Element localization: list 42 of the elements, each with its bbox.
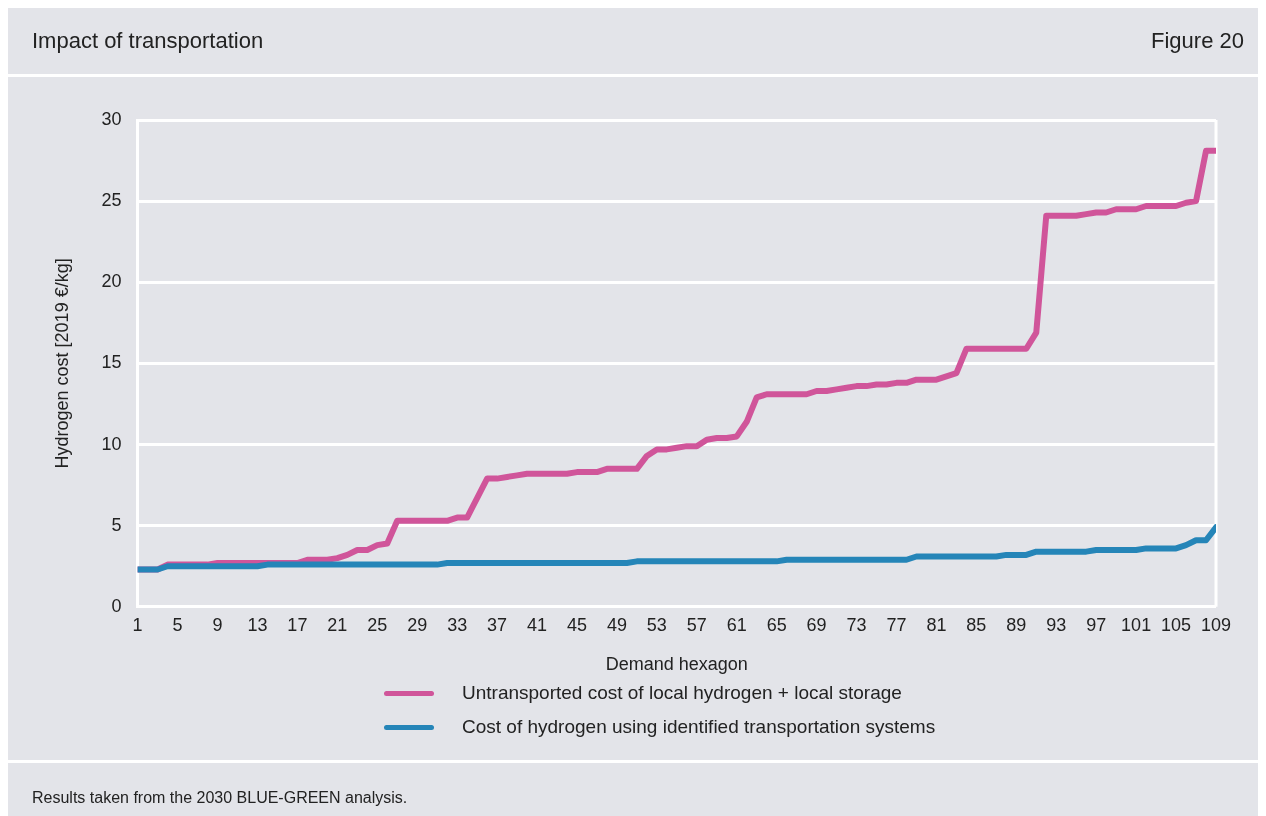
x-tick-label: 61 xyxy=(726,614,747,635)
x-tick-label: 93 xyxy=(1046,614,1067,635)
x-tick-label: 21 xyxy=(327,614,348,635)
x-tick-label: 13 xyxy=(247,614,268,635)
x-axis-title: Demand hexagon xyxy=(605,654,748,675)
x-tick-label: 37 xyxy=(487,614,508,635)
legend-label: Cost of hydrogen using identified transportation systems xyxy=(462,716,936,738)
chart-subtitle: Figure 20 xyxy=(1151,28,1244,54)
x-tick-label: 25 xyxy=(367,614,388,635)
y-axis-title: Hydrogen cost [2019 €/kg] xyxy=(51,258,72,469)
x-tick-label: 85 xyxy=(966,614,987,635)
x-tick-label: 33 xyxy=(447,614,468,635)
y-tick-label: 0 xyxy=(111,595,122,616)
x-tick-label: 69 xyxy=(806,614,827,635)
x-tick-label: 45 xyxy=(566,614,587,635)
x-tick-label: 41 xyxy=(527,614,548,635)
text: Results taken from the 2030 BLUE-GREEN analysis. xyxy=(32,789,408,807)
x-tick-label: 17 xyxy=(287,614,308,635)
x-tick-label: 81 xyxy=(926,614,947,635)
x-tick-label: 73 xyxy=(846,614,867,635)
x-tick-label: 1 xyxy=(132,614,143,635)
chart-title: Impact of transportation xyxy=(32,28,264,54)
x-tick-label: 5 xyxy=(172,614,183,635)
y-tick-label: 10 xyxy=(101,433,122,454)
legend-label: Untransported cost of local hydrogen + local storage xyxy=(462,682,902,704)
y-tick-label: 25 xyxy=(101,190,122,211)
x-tick-label: 49 xyxy=(606,614,627,635)
x-tick-label: 53 xyxy=(646,614,667,635)
x-tick-label: 89 xyxy=(1006,614,1027,635)
x-tick-label: 65 xyxy=(766,614,787,635)
x-tick-label: 97 xyxy=(1086,614,1107,635)
y-tick-label: 20 xyxy=(101,271,122,292)
x-tick-label: 109 xyxy=(1200,614,1232,635)
x-tick-label: 9 xyxy=(212,614,223,635)
y-tick-label: 30 xyxy=(101,108,122,129)
y-tick-label: 5 xyxy=(111,514,122,535)
x-tick-label: 101 xyxy=(1121,614,1152,635)
x-tick-label: 77 xyxy=(886,614,907,635)
y-tick-label: 15 xyxy=(101,352,122,373)
x-tick-label: 57 xyxy=(686,614,707,635)
x-tick-label: 29 xyxy=(407,614,428,635)
x-tick-label: 105 xyxy=(1161,614,1192,635)
